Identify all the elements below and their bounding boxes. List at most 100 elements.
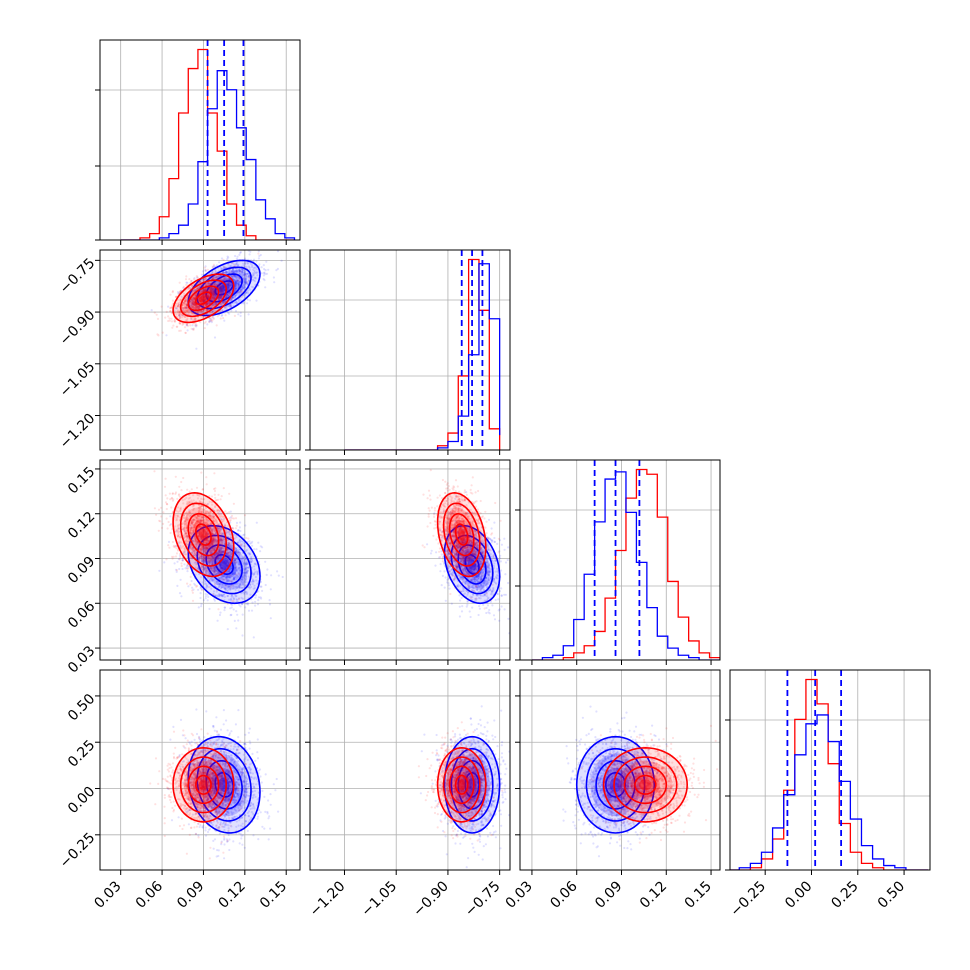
scatter-point <box>230 283 233 286</box>
scatter-point <box>203 300 206 303</box>
scatter-point <box>246 563 249 566</box>
scatter-point <box>180 564 183 568</box>
scatter-point <box>218 546 221 550</box>
scatter-point <box>226 628 229 631</box>
scatter-point <box>211 539 214 542</box>
scatter-point <box>203 289 207 292</box>
scatter-point <box>243 571 246 574</box>
scatter-point <box>245 562 248 565</box>
scatter-point <box>194 306 197 310</box>
scatter-point <box>229 264 233 268</box>
scatter-point <box>209 567 212 570</box>
scatter-point <box>226 580 229 583</box>
scatter-point <box>174 295 178 298</box>
scatter-point <box>184 307 187 310</box>
scatter-point <box>219 296 222 299</box>
scatter-point <box>228 285 231 289</box>
scatter-point <box>264 286 267 289</box>
scatter-point <box>198 520 201 523</box>
scatter-point <box>203 300 206 303</box>
scatter-point <box>250 609 254 612</box>
scatter-point <box>225 577 228 580</box>
scatter-point <box>189 575 192 579</box>
scatter-point <box>224 562 227 565</box>
scatter-point <box>197 306 200 309</box>
scatter-point <box>238 281 241 284</box>
scatter-point <box>150 309 153 312</box>
scatter-point <box>182 309 185 312</box>
scatter-point <box>233 577 236 581</box>
scatter-point <box>212 277 215 280</box>
scatter-point <box>210 319 213 322</box>
scatter-point <box>223 606 226 609</box>
scatter-point <box>249 593 252 596</box>
scatter-point <box>212 266 215 269</box>
scatter-point <box>221 309 224 312</box>
scatter-point <box>185 534 188 537</box>
scatter-point <box>222 566 225 569</box>
scatter-point <box>225 281 228 284</box>
scatter-point <box>204 572 207 575</box>
scatter-point <box>248 253 251 256</box>
scatter-point <box>206 576 209 580</box>
scatter-point <box>237 286 240 289</box>
scatter-point <box>200 603 203 606</box>
scatter-point <box>237 548 240 551</box>
scatter-point <box>223 578 226 581</box>
scatter-point <box>206 294 210 297</box>
scatter-point <box>236 281 239 284</box>
scatter-point <box>226 553 229 556</box>
scatter-point <box>221 561 225 565</box>
scatter-point <box>220 288 223 291</box>
scatter-point <box>192 299 195 302</box>
scatter-point <box>178 281 181 284</box>
histogram-series-a <box>730 714 929 870</box>
scatter-point <box>236 560 239 563</box>
scatter-point <box>220 278 223 281</box>
scatter-point <box>222 578 225 581</box>
scatter-point <box>245 602 248 606</box>
scatter-point <box>219 557 222 560</box>
scatter-point <box>195 543 198 546</box>
scatter-point <box>183 311 186 314</box>
scatter-point <box>198 296 201 299</box>
scatter-point <box>224 557 228 561</box>
scatter-point <box>228 530 231 533</box>
scatter-point <box>230 298 233 302</box>
scatter-point <box>190 301 194 304</box>
scatter-point <box>174 295 177 299</box>
scatter-point <box>228 569 231 573</box>
scatter-point <box>226 580 229 583</box>
scatter-point <box>184 311 187 314</box>
scatter-point <box>171 326 174 329</box>
scatter-point <box>206 547 209 550</box>
scatter-point <box>238 270 241 273</box>
scatter-point <box>173 309 176 312</box>
scatter-point <box>221 287 224 290</box>
scatter-point <box>259 545 262 548</box>
scatter-point <box>246 570 249 573</box>
scatter-point <box>195 500 198 503</box>
scatter-point <box>178 552 182 556</box>
scatter-point <box>214 546 217 549</box>
scatter-point <box>229 516 232 519</box>
scatter-point <box>190 318 193 321</box>
scatter-point <box>251 544 254 547</box>
scatter-point <box>244 272 247 276</box>
scatter-point <box>204 305 207 308</box>
scatter-point <box>233 556 236 559</box>
scatter-point <box>171 291 174 294</box>
scatter-point <box>232 577 236 580</box>
scatter-point <box>179 322 182 325</box>
scatter-point <box>185 526 188 529</box>
scatter-point <box>236 264 239 267</box>
scatter-point <box>211 289 214 292</box>
axes-frame <box>99 249 301 451</box>
scatter-point <box>216 552 219 556</box>
scatter-point <box>212 287 215 290</box>
scatter-point <box>183 298 186 301</box>
scatter-point <box>236 576 239 579</box>
scatter-point <box>200 497 203 500</box>
scatter-point <box>223 307 227 310</box>
scatter-point <box>213 505 217 508</box>
